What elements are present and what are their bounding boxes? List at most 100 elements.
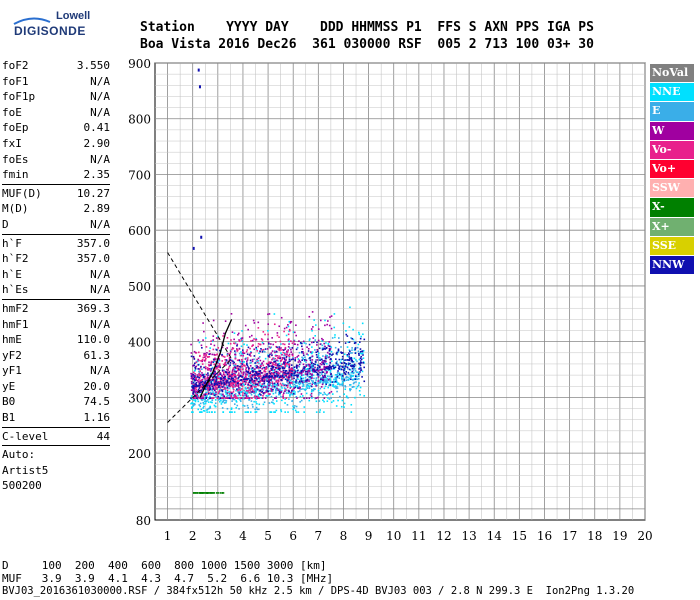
param-value: 2.89: [83, 202, 111, 216]
scatter-point: [225, 397, 227, 399]
scatter-point: [251, 403, 254, 406]
scatter-point: [249, 347, 251, 350]
scatter-point: [247, 367, 250, 370]
scatter-point: [295, 385, 297, 387]
scatter-point: [248, 354, 251, 356]
scatter-point: [228, 384, 231, 386]
param-name: hmF1: [2, 317, 29, 331]
scatter-point: [324, 354, 327, 357]
scatter-point: [228, 375, 230, 377]
scatter-point: [272, 385, 274, 388]
scatter-point: [290, 391, 293, 394]
scatter-point: [294, 359, 296, 361]
scatter-point: [287, 345, 290, 348]
scatter-point: [328, 341, 331, 343]
scatter-point: [247, 371, 249, 374]
scatter-point: [247, 407, 249, 409]
scatter-point: [327, 375, 329, 378]
scatter-point: [232, 360, 234, 363]
scatter-point: [297, 387, 299, 389]
scatter-point: [302, 374, 305, 376]
scatter-point: [295, 379, 297, 381]
scatter-point: [250, 378, 253, 380]
scatter-point: [204, 393, 207, 395]
scatter-point: [357, 375, 360, 378]
scatter-point: [208, 355, 211, 358]
scatter-point: [234, 357, 237, 360]
scatter-point: [205, 354, 208, 356]
scatter-point: [200, 365, 202, 368]
scatter-point: [267, 355, 270, 358]
scatter-point: [285, 392, 288, 394]
scatter-point: [272, 369, 274, 372]
scatter-point: [359, 361, 362, 364]
scatter-point: [335, 386, 337, 389]
scatter-point: [246, 359, 249, 361]
scatter-point: [240, 366, 242, 369]
scatter-point: [217, 377, 220, 380]
scatter-point: [226, 397, 228, 399]
scatter-point: [329, 379, 332, 382]
scatter-point: [243, 389, 245, 392]
scatter-point: [265, 394, 268, 397]
scatter-point: [303, 411, 305, 413]
scatter-point: [238, 390, 240, 393]
scatter-point: [308, 376, 310, 378]
scatter-point: [268, 365, 270, 368]
scatter-point: [305, 386, 308, 388]
scatter-point: [194, 492, 197, 494]
scatter-point: [350, 411, 353, 413]
scatter-point: [316, 349, 319, 351]
scatter-point: [233, 411, 236, 413]
scatter-point: [236, 350, 239, 352]
scatter-point: [362, 349, 365, 352]
scatter-point: [295, 348, 298, 351]
scatter-point: [259, 374, 262, 376]
scatter-point: [215, 378, 218, 381]
scatter-point: [238, 408, 240, 410]
scatter-point: [252, 369, 255, 371]
scatter-point: [362, 333, 364, 336]
scatter-point: [363, 338, 366, 341]
scatter-point: [240, 362, 242, 365]
scatter-point: [248, 398, 251, 400]
scatter-point: [302, 377, 305, 380]
scatter-point: [340, 358, 343, 361]
scatter-point: [362, 354, 364, 356]
scatter-point: [275, 381, 278, 383]
scatter-point: [288, 398, 290, 400]
scatter-point: [285, 397, 288, 399]
scatter-point: [199, 394, 202, 396]
scatter-point: [191, 374, 193, 376]
scatter-point: [281, 349, 284, 351]
scatter-point: [269, 382, 271, 384]
scatter-point: [318, 392, 321, 394]
scatter-point: [202, 401, 205, 404]
scatter-point: [219, 349, 221, 352]
scatter-point: [342, 322, 345, 325]
scatter-point: [259, 371, 262, 374]
scatter-point: [231, 382, 233, 385]
scatter-point: [277, 389, 280, 391]
scatter-point: [192, 375, 195, 377]
scatter-point: [330, 367, 332, 369]
scatter-point: [323, 391, 326, 394]
scatter-point: [343, 379, 346, 381]
scatter-point: [320, 363, 323, 366]
scatter-point: [330, 327, 333, 330]
scatter-point: [281, 389, 283, 392]
param-row: yE 20.0: [2, 379, 110, 395]
scatter-point: [285, 372, 287, 375]
scatter-point: [296, 346, 299, 349]
scatter-point: [301, 359, 303, 361]
scatter-point: [306, 372, 309, 374]
scatter-point: [210, 375, 213, 378]
scatter-point: [294, 391, 296, 393]
scatter-point: [217, 359, 220, 362]
scatter-point: [193, 387, 196, 389]
scatter-point: [243, 343, 245, 346]
scatter-point: [249, 355, 252, 357]
scatter-point: [210, 368, 212, 370]
scatter-point: [208, 383, 210, 386]
scatter-point: [289, 329, 291, 332]
